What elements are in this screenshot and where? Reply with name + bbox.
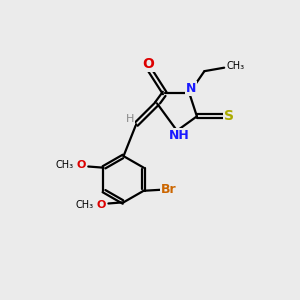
Text: O: O	[76, 160, 86, 170]
Text: S: S	[224, 109, 234, 123]
Text: O: O	[97, 200, 106, 210]
Text: Br: Br	[161, 183, 176, 196]
Text: NH: NH	[169, 129, 190, 142]
Text: CH₃: CH₃	[75, 200, 93, 210]
Text: N: N	[186, 82, 196, 95]
Text: H: H	[125, 114, 134, 124]
Text: CH₃: CH₃	[226, 61, 244, 71]
Text: CH₃: CH₃	[55, 160, 73, 170]
Text: O: O	[142, 57, 154, 71]
